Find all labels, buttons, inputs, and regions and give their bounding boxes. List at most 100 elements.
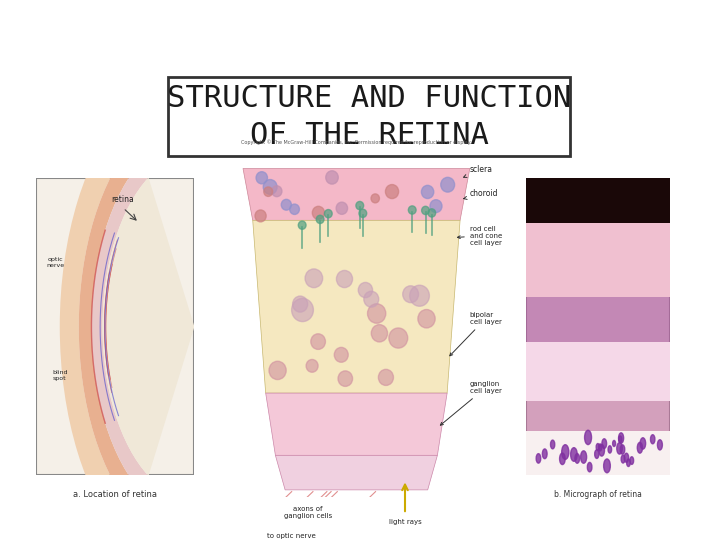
Polygon shape — [243, 168, 469, 220]
Circle shape — [596, 443, 600, 450]
FancyBboxPatch shape — [168, 77, 570, 156]
Circle shape — [418, 309, 435, 328]
Circle shape — [305, 269, 323, 288]
Circle shape — [626, 459, 630, 467]
Circle shape — [603, 459, 611, 472]
Text: to optic nerve: to optic nerve — [267, 534, 316, 539]
Circle shape — [595, 450, 599, 458]
Circle shape — [311, 334, 325, 349]
Circle shape — [562, 444, 569, 460]
Circle shape — [421, 185, 433, 199]
Wedge shape — [78, 139, 143, 515]
Circle shape — [408, 206, 416, 214]
Circle shape — [359, 282, 372, 298]
Text: Copyright © The McGraw-Hill Companies, Inc. Permission required for reproduction: Copyright © The McGraw-Hill Companies, I… — [241, 140, 472, 145]
Circle shape — [402, 286, 418, 303]
Text: axons of
ganglion cells: axons of ganglion cells — [284, 505, 332, 518]
Bar — [526, 222, 670, 297]
Circle shape — [410, 285, 429, 306]
Polygon shape — [253, 220, 460, 393]
Circle shape — [602, 439, 607, 449]
Circle shape — [657, 440, 662, 450]
Circle shape — [640, 438, 646, 449]
Circle shape — [617, 443, 622, 454]
Circle shape — [441, 177, 454, 192]
Bar — [526, 341, 670, 401]
Circle shape — [588, 462, 592, 472]
Circle shape — [580, 451, 587, 463]
Circle shape — [624, 453, 629, 462]
Circle shape — [312, 206, 325, 219]
Circle shape — [599, 444, 605, 456]
Text: retina: retina — [112, 195, 135, 204]
Circle shape — [338, 371, 353, 387]
Circle shape — [264, 187, 273, 197]
Circle shape — [379, 369, 393, 386]
Circle shape — [598, 444, 602, 451]
Circle shape — [298, 221, 306, 230]
Text: blind
spot: blind spot — [52, 370, 68, 381]
Polygon shape — [266, 393, 447, 455]
Circle shape — [325, 171, 338, 184]
Circle shape — [356, 201, 364, 210]
Circle shape — [289, 204, 300, 214]
Circle shape — [613, 441, 616, 447]
Circle shape — [571, 448, 577, 461]
Wedge shape — [60, 108, 137, 540]
Circle shape — [422, 206, 429, 214]
Circle shape — [372, 325, 387, 342]
Circle shape — [428, 209, 436, 217]
Circle shape — [306, 360, 318, 372]
Polygon shape — [275, 455, 438, 490]
Circle shape — [575, 454, 580, 463]
Text: optic
nerve: optic nerve — [46, 258, 64, 268]
Circle shape — [621, 455, 625, 463]
Circle shape — [551, 440, 555, 449]
Circle shape — [585, 430, 592, 444]
Text: rod cell
and cone
cell layer: rod cell and cone cell layer — [457, 226, 502, 246]
Text: light rays: light rays — [389, 519, 421, 525]
Bar — [526, 297, 670, 342]
Circle shape — [336, 202, 348, 214]
Wedge shape — [91, 159, 148, 494]
Text: STRUCTURE AND FUNCTION: STRUCTURE AND FUNCTION — [167, 84, 571, 112]
Circle shape — [608, 446, 611, 453]
Wedge shape — [102, 178, 194, 476]
Circle shape — [282, 199, 292, 210]
Bar — [526, 178, 670, 222]
Circle shape — [255, 210, 266, 222]
Circle shape — [536, 454, 541, 463]
Circle shape — [334, 347, 348, 362]
Circle shape — [630, 457, 634, 464]
Text: a. Location of retina: a. Location of retina — [73, 490, 157, 499]
Circle shape — [292, 299, 313, 322]
Circle shape — [316, 215, 324, 224]
Bar — [526, 431, 670, 475]
Circle shape — [637, 442, 642, 453]
Text: b. Micrograph of retina: b. Micrograph of retina — [554, 490, 642, 499]
Circle shape — [264, 179, 277, 194]
Circle shape — [271, 186, 282, 197]
Text: sclera: sclera — [464, 165, 492, 178]
Circle shape — [256, 172, 268, 184]
Circle shape — [618, 433, 624, 443]
Circle shape — [385, 185, 399, 199]
Circle shape — [620, 445, 625, 454]
Circle shape — [389, 328, 408, 348]
Text: ganglion
cell layer: ganglion cell layer — [441, 381, 502, 425]
Circle shape — [430, 200, 442, 213]
Circle shape — [542, 449, 547, 458]
Circle shape — [359, 209, 366, 218]
Circle shape — [292, 296, 307, 312]
Bar — [526, 401, 670, 431]
Circle shape — [269, 361, 286, 380]
Circle shape — [336, 271, 353, 288]
Text: choroid: choroid — [464, 189, 498, 199]
Circle shape — [371, 194, 379, 203]
Circle shape — [364, 291, 379, 307]
Circle shape — [367, 303, 386, 323]
Circle shape — [325, 210, 332, 218]
Text: bipolar
cell layer: bipolar cell layer — [450, 312, 502, 356]
Text: OF THE RETINA: OF THE RETINA — [250, 121, 488, 150]
Circle shape — [650, 435, 655, 444]
